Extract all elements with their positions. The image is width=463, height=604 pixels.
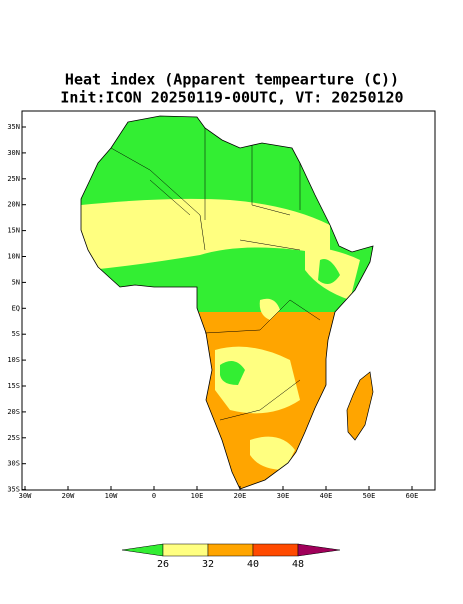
lon-label: 30W — [19, 492, 32, 500]
madagascar — [346, 371, 374, 441]
lat-label: 5N — [12, 278, 20, 286]
lon-label: 20E — [234, 492, 247, 500]
lat-label: 10S — [7, 356, 20, 364]
colorbar: 26 32 40 48 — [121, 543, 341, 570]
lat-label: 25S — [7, 434, 20, 442]
colorbar-swatch — [162, 543, 209, 557]
lon-label: 40E — [320, 492, 333, 500]
colorbar-label: 32 — [202, 559, 214, 570]
lon-labels: 30W 20W 10W 0 10E 20E 30E 40E 50E 60E — [19, 486, 419, 500]
lon-label: 30E — [277, 492, 290, 500]
lat-label: 5S — [12, 330, 20, 338]
lat-label: 30S — [7, 460, 20, 468]
colorbar-label: 48 — [292, 559, 304, 570]
lon-label: 60E — [406, 492, 419, 500]
lon-label: 20W — [62, 492, 75, 500]
colorbar-swatch — [297, 543, 341, 557]
lon-label: 50E — [363, 492, 376, 500]
colorbar-label: 40 — [247, 559, 259, 570]
colorbar-swatch — [121, 543, 164, 557]
lat-label: 20N — [7, 201, 20, 209]
lat-labels: 35N 30N 25N 20N 15N 10N 5N EQ 5S 10S 15S 20S 25S 30S 3… — [7, 123, 26, 494]
lat-label: 30N — [7, 149, 20, 157]
lat-label: EQ — [12, 304, 20, 312]
lon-label: 10W — [105, 492, 118, 500]
lat-label: 25N — [7, 175, 20, 183]
lon-label: 0 — [152, 492, 156, 500]
lat-label: 10N — [7, 253, 20, 261]
colorbar-label: 26 — [157, 559, 169, 570]
colorbar-swatch — [207, 543, 254, 557]
colorbar-swatch — [252, 543, 299, 557]
lat-label: 35S — [7, 486, 20, 494]
lat-label: 15N — [7, 227, 20, 235]
title: Heat index (Apparent tempearture (C)) — [65, 71, 399, 89]
lat-label: 20S — [7, 408, 20, 416]
lat-label: 35N — [7, 123, 20, 131]
lat-label: 15S — [7, 382, 20, 390]
borders — [110, 128, 321, 421]
lon-label: 10E — [191, 492, 204, 500]
subtitle: Init:ICON 20250119-00UTC, VT: 20250120 — [60, 89, 403, 107]
